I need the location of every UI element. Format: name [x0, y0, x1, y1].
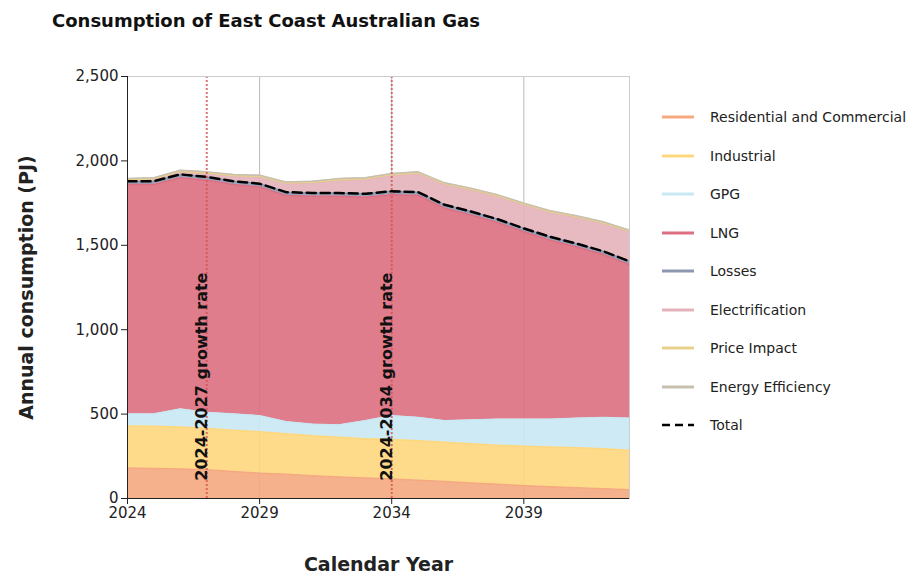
html-text:Energy Efficiency: Energy Efficiency [710, 378, 831, 395]
html-text:Price Impact: Price Impact [710, 340, 797, 357]
svg-text:2039: 2039 [505, 504, 543, 522]
svg-text:0: 0 [109, 489, 119, 508]
svg-text:2024: 2024 [108, 504, 146, 522]
html-text:Electrification: Electrification [710, 301, 807, 318]
svg-text:1,500: 1,500 [76, 236, 119, 254]
html-text:GPG: GPG [710, 186, 741, 203]
svg-text:500: 500 [90, 405, 119, 423]
svg-text:2024-2034 growth rate: 2024-2034 growth rate [377, 272, 396, 480]
html-text:Consumption of East Coast Aust: Consumption of East Coast Australian Gas [52, 10, 480, 31]
html-text:Total: Total [710, 417, 743, 434]
svg-text:2034: 2034 [373, 504, 411, 522]
html-text:Residential and Commercial: Residential and Commercial [710, 109, 907, 126]
svg-text:2024-2027 growth rate: 2024-2027 growth rate [192, 272, 211, 480]
html-text:Industrial: Industrial [710, 147, 776, 164]
html-text:Losses: Losses [710, 263, 757, 280]
svg-text:1,000: 1,000 [76, 321, 119, 339]
svg-text:Calendar Year: Calendar Year [304, 553, 454, 575]
svg-text:2029: 2029 [241, 504, 279, 522]
svg-text:2,500: 2,500 [76, 67, 119, 85]
svg-text:Annual consumption (PJ): Annual consumption (PJ) [15, 155, 37, 419]
html-text:LNG: LNG [710, 224, 740, 241]
svg-text:2,000: 2,000 [76, 152, 119, 170]
